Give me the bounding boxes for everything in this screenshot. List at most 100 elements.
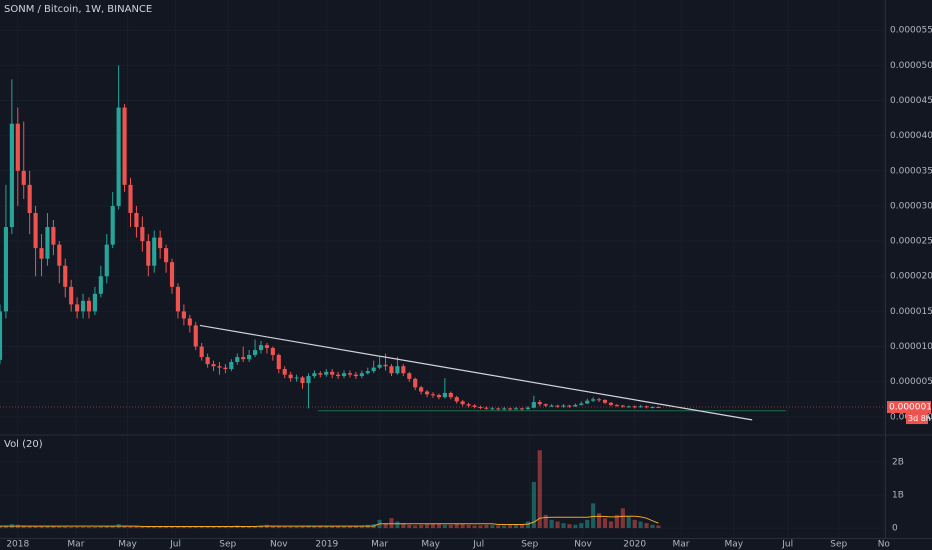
volume-bar xyxy=(247,526,252,529)
volume-bar xyxy=(430,523,436,529)
candle-body xyxy=(92,293,97,312)
candle-body xyxy=(484,407,489,409)
volume-bar xyxy=(632,519,637,529)
candle-body xyxy=(347,373,353,375)
volume-bar xyxy=(288,526,293,529)
candle-body xyxy=(490,408,495,410)
volume-bar xyxy=(276,526,281,529)
candle-body xyxy=(205,357,210,365)
candle-body xyxy=(419,387,424,392)
y-tick-label: 0.00004000 xyxy=(890,131,932,141)
candle-body xyxy=(312,373,317,377)
candle-body xyxy=(341,373,347,377)
x-tick-label: No xyxy=(878,540,891,550)
candle-body xyxy=(57,244,62,266)
volume-bar xyxy=(395,521,400,529)
volume-bar xyxy=(134,526,139,529)
volume-bar xyxy=(543,514,548,529)
candle-body xyxy=(330,371,335,375)
volume-bar xyxy=(80,527,86,529)
y-tick-label: 0.00000500 xyxy=(890,377,932,387)
candle-body xyxy=(217,366,222,368)
candle-body xyxy=(650,406,655,408)
candle-body xyxy=(543,404,548,406)
volume-bar xyxy=(294,526,299,529)
volume-bar xyxy=(75,527,80,529)
candle-body xyxy=(21,170,26,185)
candle-body xyxy=(247,354,252,360)
volume-bar xyxy=(211,526,216,529)
volume-bar xyxy=(401,523,406,529)
candle-body xyxy=(389,366,394,374)
candle-body xyxy=(585,400,590,404)
candle-body xyxy=(472,405,477,407)
volume-bar xyxy=(472,525,477,529)
volume-bar xyxy=(513,524,519,529)
volume-bar xyxy=(626,516,631,529)
volume-bar xyxy=(567,524,572,529)
candle-body xyxy=(549,405,554,407)
candle-body xyxy=(454,397,459,402)
x-tick-label: Mar xyxy=(67,540,84,550)
volume-bar xyxy=(656,525,661,529)
volume-bar xyxy=(258,526,264,529)
x-tick-label: May xyxy=(118,540,137,550)
volume-bar xyxy=(359,525,364,529)
volume-bar xyxy=(169,526,175,529)
y-tick-label: 0.00004500 xyxy=(890,96,932,106)
candle-body xyxy=(466,404,471,406)
x-tick-label: Sep xyxy=(219,540,236,550)
volume-bar xyxy=(419,524,424,529)
volume-bar xyxy=(270,525,275,529)
volume-bar xyxy=(152,526,157,529)
candle-body xyxy=(9,123,14,228)
candle-body xyxy=(306,376,311,384)
trendline xyxy=(199,324,753,421)
volume-bar xyxy=(63,526,68,529)
x-tick-label: 2018 xyxy=(6,540,29,550)
candle-body xyxy=(75,304,80,312)
volume-bar xyxy=(51,526,56,529)
volume-bar xyxy=(579,523,584,529)
candle-body xyxy=(508,408,513,410)
countdown-box xyxy=(906,413,928,425)
candle-body xyxy=(164,248,169,263)
volume-bar xyxy=(650,524,655,529)
candle-body xyxy=(531,402,536,408)
volume-bar xyxy=(597,513,602,529)
volume-bar xyxy=(252,526,258,529)
volume-bar xyxy=(460,524,465,529)
volume-bar xyxy=(223,526,228,529)
candle-body xyxy=(318,373,323,375)
volume-bar xyxy=(3,525,9,529)
candle-body xyxy=(140,227,145,242)
candle-body xyxy=(39,248,44,259)
volume-bar xyxy=(353,525,358,529)
candle-body xyxy=(3,227,9,312)
candle-body xyxy=(0,311,3,360)
candle-body xyxy=(614,404,619,406)
candle-body xyxy=(425,391,430,395)
candle-body xyxy=(430,394,436,396)
volume-bar xyxy=(537,450,542,529)
volume-bar xyxy=(608,521,614,529)
candle-body xyxy=(116,107,121,206)
x-tick-label: Jul xyxy=(472,540,484,550)
candle-body xyxy=(187,318,192,326)
candle-body xyxy=(223,367,228,370)
volume-bar xyxy=(490,525,495,529)
volume-bar xyxy=(448,524,453,529)
volume-bar xyxy=(300,526,305,529)
candle-body xyxy=(63,265,68,287)
candle-body xyxy=(175,286,181,312)
candle-body xyxy=(134,212,139,228)
volume-bar xyxy=(341,526,347,529)
volume-bar xyxy=(413,525,418,529)
volume-bar xyxy=(0,526,3,529)
candle-body xyxy=(656,406,661,408)
x-tick-label: Jul xyxy=(169,540,181,550)
candle-body xyxy=(288,374,293,379)
x-tick-label: 2020 xyxy=(623,540,646,550)
